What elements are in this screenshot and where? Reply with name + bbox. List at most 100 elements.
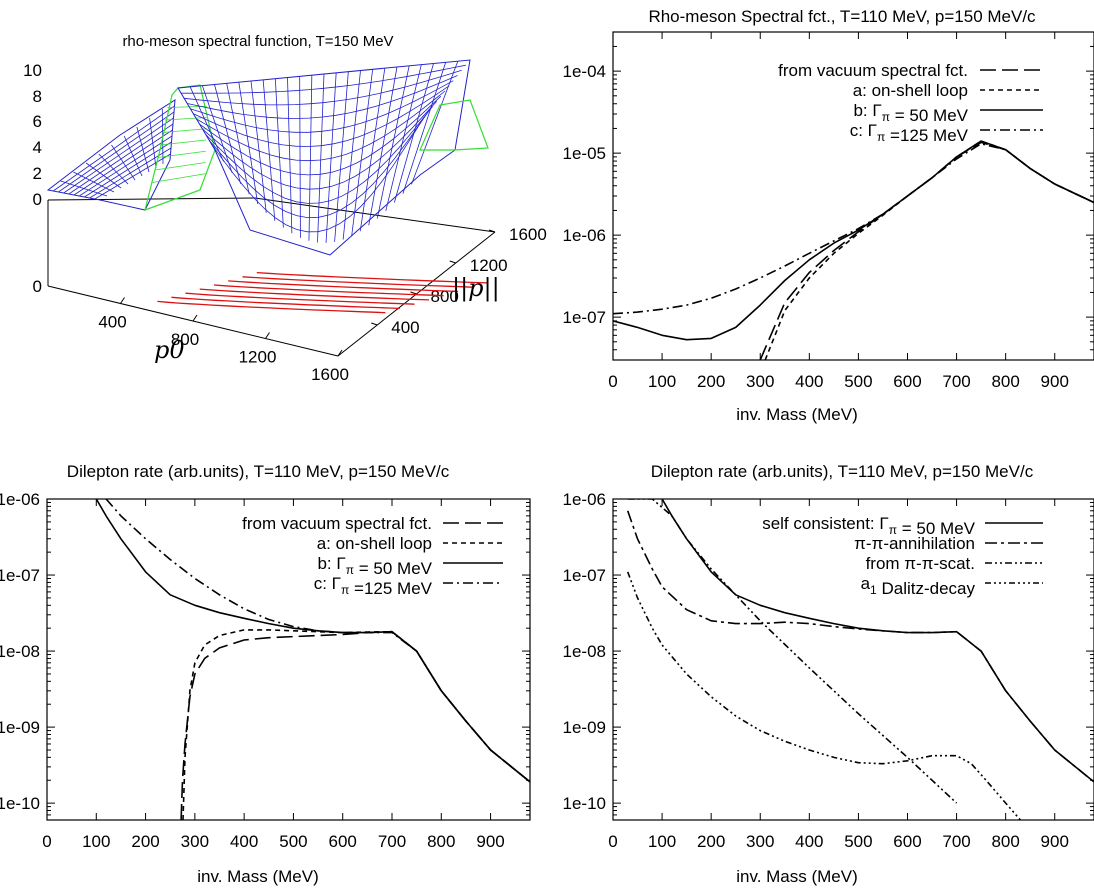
- y-tick-label: 1e-07: [563, 308, 606, 327]
- p0-tick-mark: [120, 297, 125, 304]
- mesh-line: [73, 129, 173, 196]
- z-tick-label: 4: [33, 138, 42, 157]
- mesh-line: [201, 85, 233, 173]
- mesh-line: [196, 90, 446, 162]
- dilepton-left-title: Dilepton rate (arb.units), T=110 MeV, p=…: [67, 462, 450, 481]
- x-tick-label: 300: [181, 832, 209, 851]
- x-tick-label: 500: [279, 832, 307, 851]
- p0-tick-label: 1600: [311, 365, 349, 384]
- mesh-line: [376, 65, 410, 219]
- y-tick-label: 1e-10: [0, 794, 40, 813]
- surface-y-label-text: |p|: [460, 274, 492, 303]
- x-tick-label: 200: [697, 832, 725, 851]
- mesh-line: [274, 78, 284, 228]
- mesh-line: [214, 84, 242, 184]
- x-tick-label: 100: [648, 372, 676, 391]
- mesh-line: [187, 75, 458, 119]
- mesh-line: [154, 162, 206, 171]
- surface-green-shoulder: [419, 99, 489, 151]
- y-tick-label: 1e-06: [0, 490, 40, 509]
- mesh-line: [184, 69, 462, 106]
- surface-y-label: ||p||: [452, 274, 500, 303]
- p0-tick-mark: [192, 314, 198, 322]
- x-tick-label: 0: [608, 832, 617, 851]
- x-tick-label: 600: [893, 372, 921, 391]
- legend-label-2: b: Γπ = 50 MeV: [853, 101, 968, 125]
- contour-line: [157, 300, 386, 314]
- spectral-title: Rho-meson Spectral fct., T=110 MeV, p=15…: [648, 7, 1036, 26]
- mesh-line: [211, 116, 425, 233]
- x-tick-label: 400: [795, 832, 823, 851]
- series-line-0: [180, 630, 530, 820]
- y-tick-label: 1e-07: [563, 566, 606, 585]
- x-tick-label: 600: [329, 832, 357, 851]
- y-tick-label: 1e-08: [563, 642, 606, 661]
- mesh-line: [299, 76, 301, 238]
- surface-title: rho-meson spectral function, T=150 MeV: [122, 33, 393, 50]
- y-tick-label: 1e-09: [563, 718, 606, 737]
- mesh-line: [342, 70, 361, 240]
- x-tick-label: 100: [82, 832, 110, 851]
- x-tick-label: 700: [378, 832, 406, 851]
- x-tick-label: 200: [131, 832, 159, 851]
- mesh-line: [359, 68, 386, 232]
- y-tick-label: 1e-07: [0, 566, 40, 585]
- p0-tick-label: 1200: [239, 348, 277, 367]
- legend-label-2: from π-π-scat.: [866, 554, 975, 573]
- mesh-line: [84, 141, 172, 198]
- mesh-line: [78, 135, 173, 197]
- surface-green-edge: [144, 84, 216, 211]
- x-tick-label: 0: [608, 372, 617, 391]
- mesh-line: [149, 117, 157, 169]
- legend-label-1: a: on-shell loop: [853, 81, 968, 100]
- dilepton-left-panel: Dilepton rate (arb.units), T=110 MeV, p=…: [0, 462, 531, 886]
- y-tick-label: 1e-06: [563, 226, 606, 245]
- mesh-line: [226, 83, 250, 195]
- x-tick-label: 900: [1041, 372, 1069, 391]
- x-tick-label: 400: [795, 372, 823, 391]
- x-tick-label: 800: [991, 372, 1019, 391]
- contour-line: [256, 271, 488, 284]
- plot-frame: [46, 498, 531, 821]
- x-tick-label: 0: [42, 832, 51, 851]
- p-tick-mark: [449, 260, 456, 264]
- y-tick-label: 1e-06: [563, 490, 606, 509]
- mesh-line: [157, 150, 206, 158]
- dilepton-left-x-label: inv. Mass (MeV): [197, 867, 319, 886]
- dilepton-right-title: Dilepton rate (arb.units), T=110 MeV, p=…: [651, 462, 1034, 481]
- contour-line: [228, 280, 459, 293]
- x-tick-label: 200: [697, 372, 725, 391]
- p0-tick-label: 400: [98, 313, 126, 332]
- mesh-line: [308, 75, 313, 241]
- mesh-line: [385, 64, 422, 211]
- x-tick-label: 400: [230, 832, 258, 851]
- p0-tick-label: 800: [171, 330, 199, 349]
- mesh-line: [159, 139, 207, 146]
- plot-frame: [612, 498, 1094, 821]
- mesh-line: [411, 61, 459, 185]
- mesh-line: [152, 173, 206, 183]
- legend-label-2: b: Γπ = 50 MeV: [317, 554, 432, 578]
- p-tick-label: 1600: [509, 225, 547, 244]
- mesh-line: [317, 73, 325, 243]
- series-line-2: [627, 499, 958, 804]
- x-tick-label: 100: [648, 832, 676, 851]
- mesh-line: [262, 79, 276, 221]
- mesh-line: [164, 117, 207, 121]
- p0-tick-mark: [337, 349, 343, 357]
- z-tick-label: 0: [33, 190, 42, 209]
- contour-line: [199, 288, 430, 301]
- x-tick-label: 300: [746, 832, 774, 851]
- legend-label-0: self consistent: Γπ = 50 MeV: [762, 514, 975, 538]
- y-tick-label: 1e-10: [563, 794, 606, 813]
- series-line-1: [182, 629, 530, 820]
- mesh-line: [89, 147, 172, 199]
- p-tick-mark: [488, 229, 496, 233]
- x-tick-label: 500: [844, 372, 872, 391]
- x-tick-label: 300: [746, 372, 774, 391]
- x-tick-label: 800: [427, 832, 455, 851]
- z-tick-label: 8: [33, 87, 42, 106]
- surface-x-label: p0: [154, 336, 185, 364]
